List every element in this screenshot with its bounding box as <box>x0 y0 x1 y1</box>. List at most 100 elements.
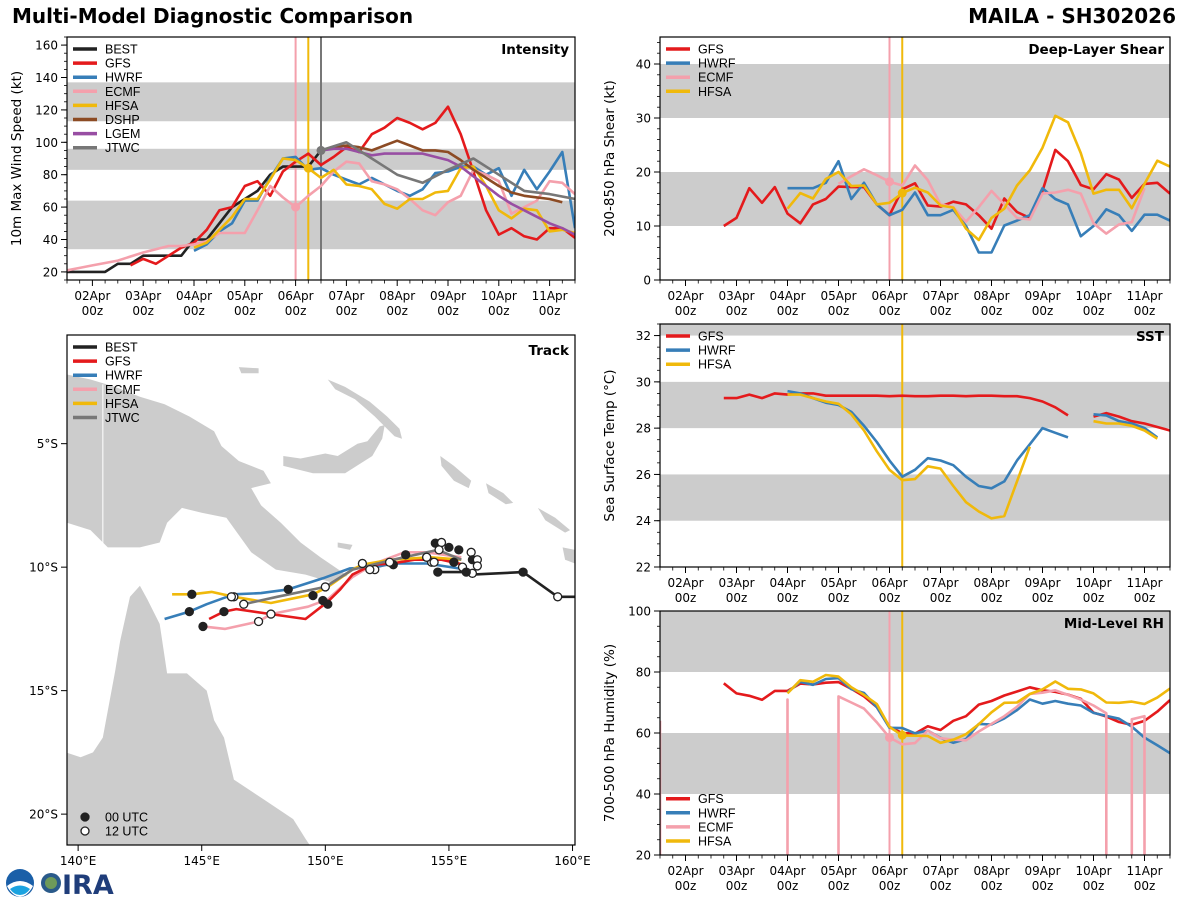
track-marker-00utc <box>184 606 195 617</box>
track-marker-12utc <box>357 558 368 569</box>
land-mass <box>327 379 402 439</box>
legend-label-hwrf: HWRF <box>698 57 736 71</box>
lat-tick-label: 20°S <box>29 808 58 822</box>
track-marker-00utc <box>433 567 443 577</box>
x-tick-date: 09Apr <box>430 289 466 303</box>
legend-label-hfsa: HFSA <box>105 397 139 411</box>
legend-label-ecmf: ECMF <box>105 85 141 99</box>
x-tick-label: 03Apr 00z <box>718 289 754 318</box>
legend-label-hwrf: HWRF <box>105 369 143 383</box>
legend-label-best: BEST <box>105 43 138 57</box>
lat-tick-label: 10°S <box>29 561 58 575</box>
y-tick-label: 160 <box>35 39 58 53</box>
x-tick-hour: 00z <box>675 304 697 318</box>
shear-y-axis-label: 200-850 hPa Shear (kt) <box>602 80 618 237</box>
x-tick-date: 07Apr <box>922 576 958 590</box>
rh-init-marker-ecmf <box>885 733 894 743</box>
x-tick-date: 05Apr <box>820 576 856 590</box>
x-tick-hour: 00z <box>1083 591 1105 605</box>
land-mass <box>67 585 310 845</box>
y-tick-label: 32 <box>636 329 651 343</box>
intensity-init-marker-hfsa <box>303 163 313 173</box>
logo-noaa <box>6 869 34 897</box>
sst-series-hfsa <box>787 393 1032 520</box>
x-tick-label: 08Apr 00z <box>973 576 1009 605</box>
y-tick-label: 26 <box>636 468 651 482</box>
sst-frame <box>659 323 1171 568</box>
x-tick-label: 05Apr 00z <box>820 289 856 318</box>
marker-legend-open-icon <box>80 826 90 836</box>
track-marker-12utc <box>434 545 444 555</box>
shear-init-marker-ecmf <box>885 177 894 187</box>
x-tick-date: 07Apr <box>922 289 958 303</box>
x-tick-label: 11Apr 00z <box>1126 289 1162 318</box>
intensity-y-axis-label: 10m Max Wind Speed (kt) <box>9 71 25 246</box>
x-tick-label: 07Apr 00z <box>328 289 364 318</box>
track-marker-00utc <box>308 590 318 601</box>
track-marker-00utc <box>198 621 208 632</box>
legend-label-gfs: GFS <box>698 792 724 806</box>
x-tick-label: 02Apr 00z <box>667 576 703 605</box>
x-tick-date: 11Apr <box>532 289 568 303</box>
track-marker-12utc <box>239 599 249 609</box>
x-tick-hour: 00z <box>981 304 1003 318</box>
x-tick-hour: 00z <box>234 304 256 318</box>
track-marker-00utc <box>461 567 471 577</box>
legend-label-gfs: GFS <box>105 355 131 369</box>
lat-tick-label: 15°S <box>29 684 58 698</box>
x-tick-hour: 00z <box>675 879 697 893</box>
shear-series-gfs <box>723 148 1170 230</box>
x-tick-date: 10Apr <box>1075 864 1111 878</box>
x-tick-hour: 00z <box>981 591 1003 605</box>
track-marker-12utc <box>226 592 237 602</box>
y-tick-label: 28 <box>636 422 651 436</box>
sst-band <box>660 324 1170 336</box>
x-tick-hour: 00z <box>981 879 1003 893</box>
track-marker-00utc <box>449 557 459 567</box>
x-tick-hour: 00z <box>1134 591 1156 605</box>
x-tick-label: 05Apr 00z <box>820 576 856 605</box>
track-map-area <box>67 367 575 845</box>
x-tick-label: 10Apr 00z <box>481 289 517 318</box>
x-tick-hour: 00z <box>726 591 748 605</box>
x-tick-label: 02Apr 00z <box>74 289 110 318</box>
shear-panel-title: Deep-Layer Shear <box>1028 42 1164 58</box>
x-tick-date: 02Apr <box>74 289 110 303</box>
sst-band <box>660 474 1170 521</box>
x-tick-date: 11Apr <box>1126 864 1162 878</box>
x-tick-label: 06Apr 00z <box>871 289 907 318</box>
y-tick-label: 22 <box>636 561 651 575</box>
marker-legend-filled-icon <box>80 812 90 822</box>
x-tick-label: 04Apr 00z <box>176 289 212 318</box>
x-tick-hour: 00z <box>1032 304 1054 318</box>
intensity-panel-title: Intensity <box>501 42 569 58</box>
x-tick-hour: 00z <box>285 304 307 318</box>
rh-series-hfsa <box>786 673 1170 745</box>
track-marker-12utc <box>466 547 476 557</box>
x-tick-label: 09Apr 00z <box>1024 576 1060 605</box>
track-marker-12utc <box>253 616 264 627</box>
storm-id: MAILA - SH302026 <box>968 4 1176 28</box>
x-tick-date: 11Apr <box>1126 289 1162 303</box>
lon-tick-label: 145°E <box>183 854 220 868</box>
y-tick-label: 30 <box>636 375 651 389</box>
y-tick-label: 80 <box>43 168 58 182</box>
legend-label-hwrf: HWRF <box>698 806 736 820</box>
x-tick-date: 03Apr <box>718 289 754 303</box>
x-tick-label: 09Apr 00z <box>1024 289 1060 318</box>
x-tick-hour: 00z <box>539 304 561 318</box>
legend-label-hfsa: HFSA <box>698 835 732 849</box>
x-tick-date: 08Apr <box>973 864 1009 878</box>
track-panel-title: Track <box>529 343 570 359</box>
track-marker-00utc <box>401 550 411 560</box>
track-marker-00utc <box>187 589 197 599</box>
x-tick-label: 09Apr 00z <box>1024 864 1060 893</box>
x-tick-date: 06Apr <box>871 864 907 878</box>
track-marker-00utc <box>454 545 464 555</box>
x-tick-date: 10Apr <box>1075 289 1111 303</box>
track-marker-12utc <box>429 557 439 567</box>
x-tick-date: 02Apr <box>667 864 703 878</box>
sst-series-gfs <box>723 392 1069 417</box>
